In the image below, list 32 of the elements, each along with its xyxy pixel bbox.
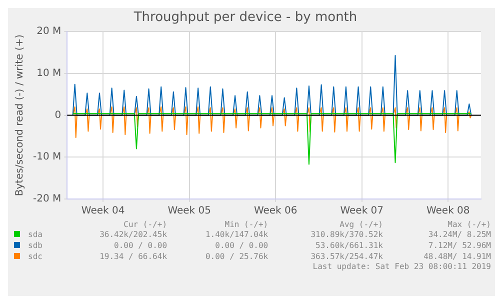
- text: Last update: Sat Feb 23 08:00:11 2019: [312, 262, 492, 271]
- text: 19.34 / 66.64k: [98, 251, 168, 262]
- x-tick-label: Week 07: [340, 206, 384, 217]
- text: Avg (-/+): [338, 220, 384, 229]
- y-tick-label: 10 M: [36, 68, 62, 80]
- legend-label: sdc: [28, 252, 42, 261]
- chart-title: Throughput per device - by month: [132, 10, 358, 26]
- legend-label: sda: [28, 230, 42, 239]
- x-tick-label: Week 06: [254, 206, 298, 217]
- y-tick-label: -20 M: [33, 194, 62, 205]
- legend-label: sdb: [28, 241, 42, 250]
- text: 310.89k/370.52k: [310, 229, 384, 240]
- x-tick-label: Week 05: [168, 206, 212, 217]
- x-tick-label: Week 08: [426, 206, 470, 217]
- y-tick-label: -10 M: [33, 152, 62, 163]
- text: Cur (-/+): [122, 220, 168, 229]
- y-tick-label: 0: [54, 110, 62, 121]
- y-axis-title: Bytes/second read (-) / write (+): [14, 34, 26, 196]
- text: 363.57k/254.47k: [310, 251, 384, 262]
- text: 0.00 / 25.76k: [204, 251, 270, 262]
- text: 53.60k/661.31k: [314, 240, 384, 251]
- x-tick-label: Week 04: [81, 206, 125, 217]
- text: Min (-/+): [224, 220, 270, 229]
- text: 0.00 / 0.00: [113, 240, 168, 251]
- text: Max (-/+): [446, 220, 492, 229]
- text: 34.24M/ 8.25M: [427, 229, 492, 240]
- text: 0.00 / 0.00: [214, 240, 270, 251]
- text: 1.40k/147.04k: [204, 229, 270, 240]
- text: 7.12M/ 52.96M: [427, 240, 492, 251]
- text: 36.42k/202.45k: [98, 229, 168, 240]
- text: 48.48M/ 14.91M: [422, 251, 492, 262]
- y-tick-label: 20 M: [36, 26, 62, 38]
